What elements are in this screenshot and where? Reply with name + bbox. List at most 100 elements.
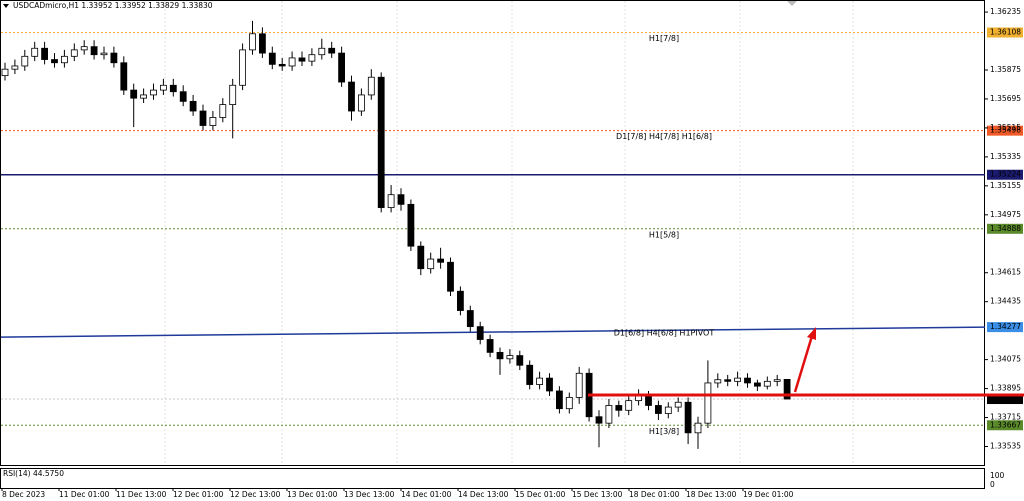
candle-body	[407, 203, 415, 247]
arrow-head	[807, 327, 816, 340]
candle-body	[773, 379, 781, 382]
candle-body	[556, 390, 563, 410]
candle-body	[367, 76, 375, 96]
candle-body	[268, 52, 276, 65]
chart-title: USDCADmicro,H1 1.33952 1.33952 1.33829 1…	[13, 1, 213, 10]
indicator-label: RSI(14) 44.5750	[3, 469, 64, 478]
candle-body	[348, 81, 355, 112]
candle-body	[199, 110, 207, 126]
candle-body	[338, 52, 346, 83]
price-box-label: 1.35224	[990, 170, 1021, 179]
x-tick-label: 19 Dec 01:00	[743, 490, 794, 499]
x-tick-label: 11 Dec 01:00	[59, 490, 110, 499]
candle-body	[90, 46, 98, 56]
candle-body	[427, 258, 435, 270]
price-box	[987, 223, 1023, 234]
plot-frame	[0, 0, 985, 466]
candle-body	[625, 400, 633, 411]
price-box-label: 1.36108	[990, 28, 1021, 37]
x-tick-label: 12 Dec 13:00	[230, 490, 281, 499]
x-tick-label: 13 Dec 01:00	[287, 490, 338, 499]
candle-body	[744, 377, 751, 384]
price-box-label: 1.33830	[990, 394, 1021, 403]
y-tick-label: 1.35695	[990, 94, 1021, 103]
candle-body	[11, 65, 19, 70]
price-box-label: 1.34888	[990, 224, 1021, 233]
candle-body	[546, 377, 553, 392]
shift-marker	[787, 1, 797, 6]
x-tick-label: 18 Dec 01:00	[629, 490, 680, 499]
candle-body	[734, 377, 741, 382]
candle-body	[754, 382, 761, 387]
indicator-frame	[0, 468, 985, 489]
candle-body	[100, 52, 108, 56]
candle-body	[41, 47, 48, 60]
price-box-label: 1.35498	[990, 126, 1021, 135]
indicator-tick-label: 0	[990, 480, 995, 489]
y-tick-label: 1.33535	[990, 441, 1021, 450]
menu-arrow[interactable]	[3, 4, 9, 8]
y-tick-label: 1.35335	[990, 152, 1021, 161]
x-tick-label: 11 Dec 13:00	[116, 490, 167, 499]
candle-body	[466, 310, 474, 328]
candle-body	[130, 89, 138, 99]
candle-body	[249, 33, 256, 51]
indicator-tick-label: 100	[990, 471, 1005, 480]
candle-body	[476, 326, 484, 340]
level-name: D1[6/8] H4[6/8] H1PIVOT	[614, 329, 715, 338]
x-tick-label: 18 Dec 13:00	[686, 490, 737, 499]
level-name: D1[7/8] H4[7/8] H1[6/8]	[616, 132, 712, 141]
candle-body	[258, 33, 266, 54]
separators	[164, 1, 854, 465]
level-line	[0, 326, 986, 338]
candle-body	[635, 395, 642, 402]
candle-body	[655, 405, 662, 414]
y-tick-label: 1.35155	[990, 181, 1021, 190]
x-tick-label: 14 Dec 01:00	[401, 490, 452, 499]
candle-body	[288, 57, 296, 67]
candle-body	[714, 379, 722, 384]
candle-body	[724, 379, 732, 382]
candle-body	[536, 377, 543, 385]
x-tick-label: 14 Dec 13:00	[458, 490, 509, 499]
price-box	[987, 125, 1023, 136]
candle-body	[496, 351, 504, 360]
candle-body	[447, 261, 454, 292]
candle-body	[61, 55, 68, 64]
candle-body	[684, 401, 692, 434]
candle-body	[51, 59, 58, 64]
candle-body	[229, 84, 237, 105]
candle-body	[387, 194, 395, 208]
candle-body	[278, 63, 286, 67]
candle-body	[219, 104, 227, 118]
candle-body	[516, 355, 524, 366]
candle-body	[565, 397, 573, 410]
candle-body	[397, 194, 405, 205]
candle-body	[595, 416, 603, 424]
candle-body	[21, 55, 29, 67]
y-tick-label: 1.33895	[990, 384, 1021, 393]
candle-body	[357, 94, 365, 112]
x-tick-label: 12 Dec 01:00	[173, 490, 224, 499]
candle-body	[239, 49, 247, 86]
price-box	[987, 169, 1023, 180]
level-name: H1[7/8]	[649, 34, 679, 43]
candle-body	[526, 364, 534, 385]
levels: H1[7/8] 1.36108 D1[7/8] H4[7/8] H1[6/8] 1.3…	[0, 27, 1023, 436]
candle-body	[169, 84, 177, 93]
candle-body	[417, 245, 425, 270]
candle-body	[318, 47, 326, 56]
level-name: H1[3/8]	[649, 427, 679, 436]
y-tick-label: 1.34435	[990, 297, 1021, 306]
candle-body	[664, 406, 672, 414]
price-box	[987, 27, 1023, 38]
y-tick-label: 1.34975	[990, 210, 1021, 219]
x-tick-label: 8 Dec 2023	[2, 490, 45, 499]
candle-body	[120, 62, 128, 91]
candle-body	[31, 47, 39, 57]
candle-body	[377, 76, 385, 208]
y-tick-label: 1.35515	[990, 123, 1021, 132]
price-box	[987, 420, 1023, 431]
candle-body	[645, 395, 652, 406]
